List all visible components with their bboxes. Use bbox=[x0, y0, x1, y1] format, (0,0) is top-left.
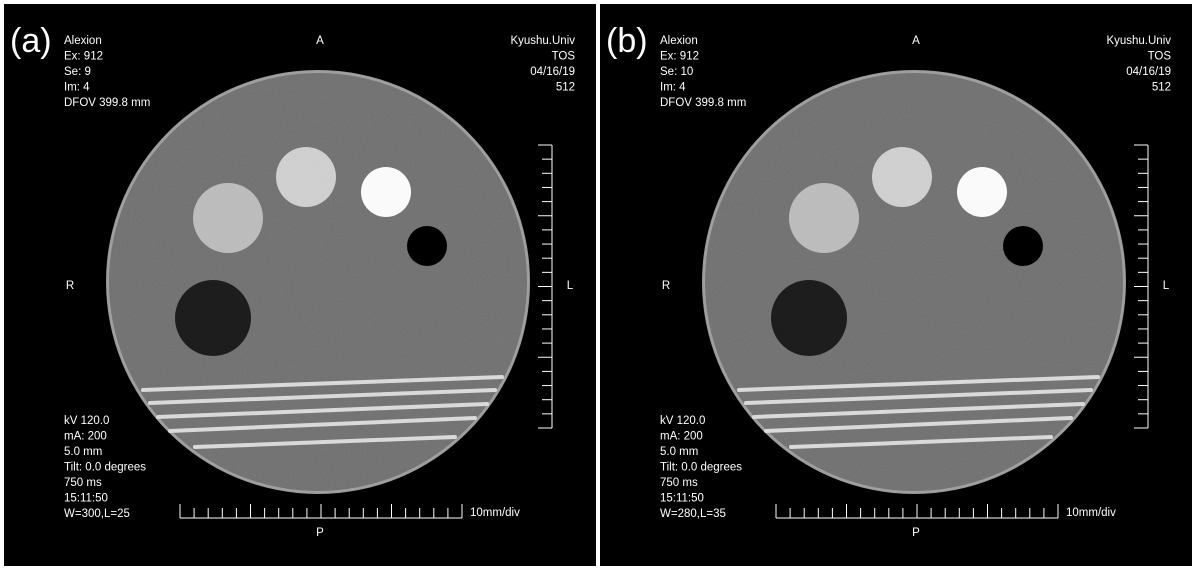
info-text: 5.0 mm bbox=[660, 446, 698, 458]
info-text: mA: 200 bbox=[660, 431, 703, 443]
orientation: R bbox=[662, 280, 670, 292]
ct-panel: (a) Alexion Ex: 912 Se: 9 Im: 4 DFOV 399.8 mm… bbox=[4, 4, 596, 566]
info-text: Ex: 912 bbox=[660, 51, 699, 63]
scale-label: 10mm/div bbox=[470, 507, 520, 519]
orientation: L bbox=[1163, 280, 1170, 292]
orientation: A bbox=[912, 35, 920, 47]
orientation: L bbox=[567, 280, 574, 292]
info-text: W=280,L=35 bbox=[660, 508, 726, 520]
info-text: DFOV 399.8 mm bbox=[660, 97, 746, 109]
orientation: A bbox=[316, 35, 324, 47]
info-text: 04/16/19 bbox=[1126, 66, 1171, 78]
info-text: kV 120.0 bbox=[660, 415, 705, 427]
info-text: Tilt: 0.0 degrees bbox=[64, 462, 146, 474]
info-text: 512 bbox=[1152, 82, 1171, 94]
info-text: 15:11:50 bbox=[64, 493, 108, 505]
noise bbox=[703, 71, 1125, 493]
info-text: mA: 200 bbox=[64, 431, 107, 443]
info-text: TOS bbox=[552, 51, 576, 63]
info-text: Im: 4 bbox=[660, 82, 686, 94]
info-text: 04/16/19 bbox=[530, 66, 575, 78]
info-text: 512 bbox=[556, 82, 575, 94]
info-text: Se: 9 bbox=[64, 66, 91, 78]
info-text: 750 ms bbox=[660, 477, 698, 489]
orientation: P bbox=[316, 527, 324, 539]
noise bbox=[107, 71, 529, 493]
scale-label: 10mm/div bbox=[1066, 507, 1116, 519]
info-text: Se: 10 bbox=[660, 66, 693, 78]
ct-panel: (b) Alexion Ex: 912 Se: 10 Im: 4 DFOV 399.8 m… bbox=[600, 4, 1192, 566]
info-text: DFOV 399.8 mm bbox=[64, 97, 150, 109]
info-text: Kyushu.Univ bbox=[1106, 35, 1171, 47]
info-text: Alexion bbox=[660, 35, 698, 47]
info-text: Kyushu.Univ bbox=[510, 35, 575, 47]
info-text: Alexion bbox=[64, 35, 102, 47]
info-text: 750 ms bbox=[64, 477, 102, 489]
info-text: Tilt: 0.0 degrees bbox=[660, 462, 742, 474]
orientation: P bbox=[912, 527, 920, 539]
panel-label: (a) bbox=[10, 22, 52, 60]
info-text: 5.0 mm bbox=[64, 446, 102, 458]
panel-label: (b) bbox=[606, 22, 648, 60]
info-text: W=300,L=25 bbox=[64, 508, 130, 520]
info-text: Im: 4 bbox=[64, 82, 90, 94]
info-text: kV 120.0 bbox=[64, 415, 109, 427]
info-text: TOS bbox=[1148, 51, 1172, 63]
info-text: Ex: 912 bbox=[64, 51, 103, 63]
info-text: 15:11:50 bbox=[660, 493, 704, 505]
orientation: R bbox=[66, 280, 74, 292]
